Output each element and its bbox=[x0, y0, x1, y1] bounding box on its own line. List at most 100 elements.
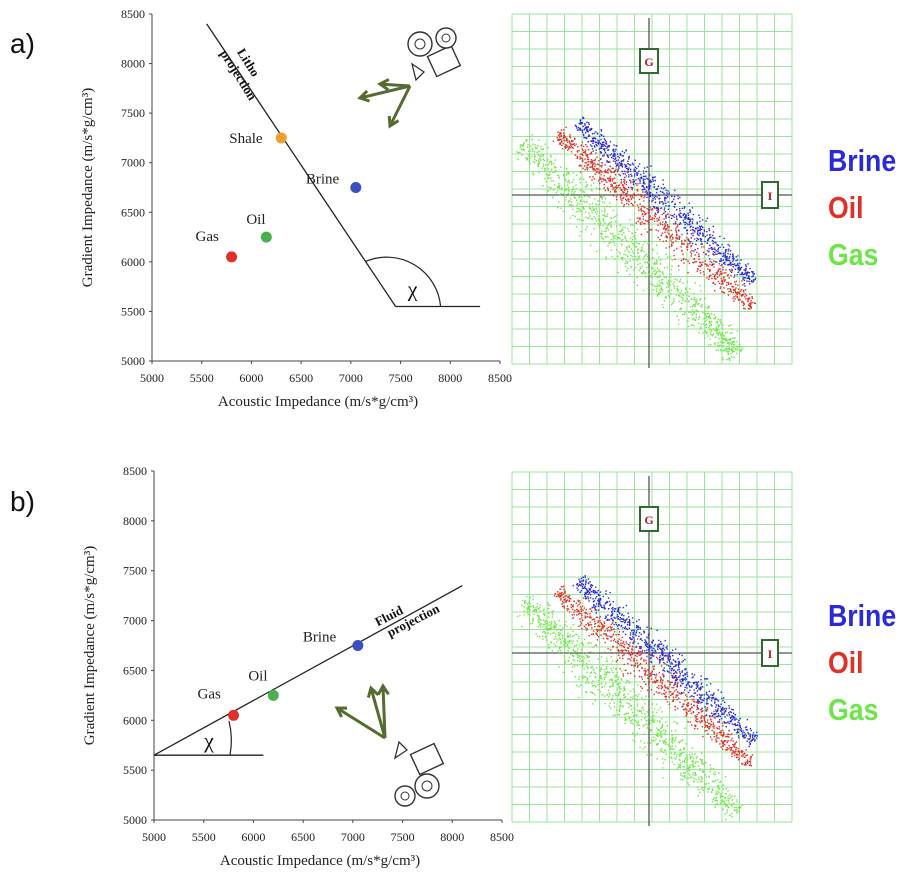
data-point bbox=[659, 289, 661, 291]
data-point bbox=[631, 197, 633, 199]
data-point bbox=[698, 694, 701, 696]
data-point bbox=[585, 153, 587, 155]
data-point bbox=[660, 685, 662, 687]
data-point bbox=[721, 291, 723, 293]
data-point bbox=[725, 338, 727, 340]
data-point bbox=[523, 602, 526, 605]
data-point bbox=[748, 764, 751, 766]
data-point bbox=[715, 797, 717, 799]
data-point bbox=[582, 609, 584, 611]
data-point bbox=[629, 170, 632, 172]
data-point bbox=[628, 682, 631, 684]
data-point bbox=[648, 683, 650, 685]
data-point bbox=[692, 262, 694, 264]
data-point bbox=[578, 603, 580, 606]
data-point bbox=[719, 287, 722, 290]
data-point bbox=[562, 142, 564, 145]
data-point bbox=[749, 297, 751, 299]
data-point bbox=[588, 635, 590, 637]
data-point bbox=[632, 250, 634, 253]
data-point bbox=[654, 680, 656, 682]
data-point bbox=[612, 714, 615, 717]
data-point bbox=[589, 128, 591, 130]
data-point bbox=[628, 167, 630, 169]
data-point bbox=[658, 256, 660, 258]
data-point bbox=[640, 267, 642, 270]
data-point bbox=[587, 578, 590, 580]
data-point bbox=[731, 341, 733, 343]
data-point bbox=[662, 228, 665, 230]
data-point bbox=[685, 216, 687, 219]
data-point bbox=[668, 216, 670, 218]
data-point bbox=[731, 733, 733, 735]
data-point bbox=[611, 184, 613, 186]
data-point bbox=[601, 210, 603, 212]
data-point bbox=[627, 672, 629, 675]
data-point bbox=[621, 199, 623, 202]
data-point bbox=[606, 694, 608, 696]
data-point bbox=[725, 740, 727, 742]
data-point bbox=[685, 678, 688, 680]
data-point bbox=[650, 275, 652, 277]
data-point bbox=[640, 658, 642, 660]
data-point bbox=[576, 188, 578, 190]
data-point bbox=[579, 201, 582, 203]
data-point bbox=[587, 622, 589, 625]
data-point bbox=[686, 237, 688, 239]
data-point bbox=[567, 596, 569, 599]
data-point bbox=[706, 331, 708, 333]
data-point bbox=[727, 288, 729, 290]
data-point bbox=[592, 169, 594, 171]
data-point bbox=[621, 163, 623, 165]
data-point bbox=[718, 788, 721, 790]
data-point bbox=[678, 223, 681, 225]
data-point bbox=[574, 138, 576, 140]
data-point bbox=[652, 673, 654, 675]
data-point bbox=[680, 749, 682, 751]
data-point bbox=[550, 641, 553, 644]
data-point bbox=[701, 228, 703, 231]
data-point bbox=[615, 165, 617, 168]
data-point bbox=[664, 227, 666, 230]
data-point bbox=[686, 229, 689, 231]
data-point bbox=[654, 179, 656, 182]
data-point bbox=[550, 160, 552, 163]
data-point bbox=[642, 191, 644, 193]
data-point bbox=[663, 689, 666, 692]
data-point bbox=[689, 696, 691, 698]
data-point bbox=[744, 272, 746, 275]
data-point bbox=[566, 138, 568, 140]
data-point bbox=[624, 687, 626, 690]
data-point bbox=[603, 669, 605, 671]
data-point bbox=[646, 689, 649, 691]
data-point bbox=[686, 300, 688, 303]
data-point bbox=[652, 195, 654, 197]
data-point bbox=[733, 350, 735, 353]
data-point bbox=[598, 148, 601, 150]
data-point bbox=[667, 205, 670, 207]
data-point bbox=[710, 723, 712, 725]
data-point bbox=[653, 206, 656, 208]
data-point bbox=[649, 653, 651, 656]
data-point bbox=[548, 612, 550, 614]
data-point bbox=[695, 300, 698, 303]
data-point bbox=[583, 191, 585, 193]
data-point bbox=[542, 155, 544, 157]
data-point bbox=[607, 178, 609, 180]
data-point bbox=[604, 202, 606, 204]
data-point bbox=[653, 214, 656, 217]
data-point bbox=[711, 788, 713, 790]
data-point bbox=[592, 646, 594, 648]
data-point bbox=[579, 156, 581, 158]
data-point bbox=[581, 660, 583, 662]
data-point bbox=[568, 148, 570, 150]
data-point bbox=[610, 238, 613, 240]
data-point bbox=[523, 606, 525, 608]
data-point bbox=[642, 215, 645, 218]
data-point bbox=[648, 645, 650, 647]
data-point bbox=[553, 595, 556, 597]
data-point bbox=[638, 724, 640, 726]
data-point bbox=[619, 644, 621, 646]
data-point bbox=[700, 243, 702, 245]
data-point bbox=[680, 307, 682, 309]
